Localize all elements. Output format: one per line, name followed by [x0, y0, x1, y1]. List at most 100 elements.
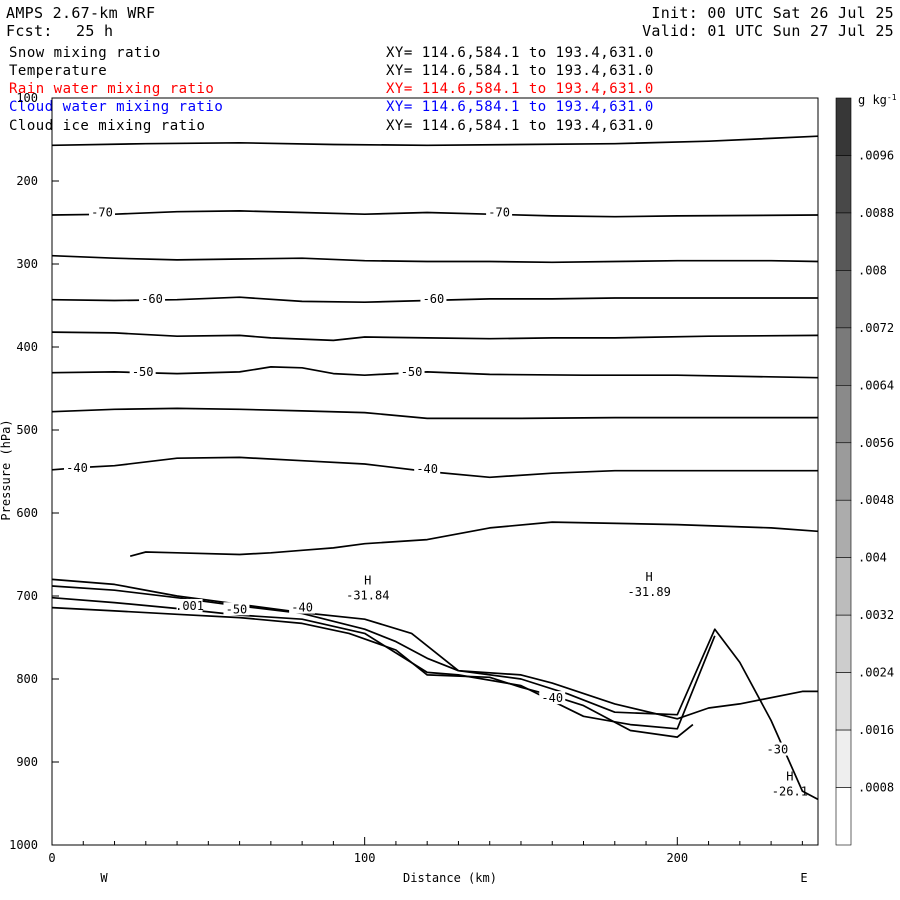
contour-label-bg — [486, 205, 513, 219]
colorbar-box — [835, 499, 852, 558]
contour-label: -40 — [416, 462, 438, 476]
colorbar-box — [835, 787, 852, 846]
colorbar-label: .0064 — [858, 378, 894, 392]
contour-label-bg — [398, 364, 425, 378]
colorbar: g kg-1 .0096 .0088 .008 .0072 .0064 .0056 .0048… — [835, 93, 897, 846]
y-tick-label: 600 — [16, 506, 38, 520]
contour-label-bg — [420, 291, 447, 305]
contour-label-bg — [289, 600, 316, 614]
colorbar-box — [835, 442, 852, 501]
field-name-cloud-ice: Cloud ice mixing ratio — [9, 118, 206, 134]
contour-label: -40 — [291, 601, 313, 615]
colorbar-label: .0056 — [858, 436, 894, 450]
y-tick-label: 900 — [16, 755, 38, 769]
direction-west: W — [100, 871, 108, 885]
field-xy-snow: XY= 114.6,584.1 to 193.4,631.0 — [386, 45, 654, 61]
y-axis-title: Pressure (hPa) — [0, 419, 13, 520]
isotherm-line — [51, 578, 818, 720]
model-title: AMPS 2.67-km WRF — [6, 4, 156, 22]
contour-label: -70 — [488, 206, 510, 220]
contour-label: -60 — [141, 292, 163, 306]
extreme-symbol: H — [786, 769, 793, 783]
colorbar-box — [835, 97, 852, 156]
field-xy-cloud-ice: XY= 114.6,584.1 to 193.4,631.0 — [386, 118, 654, 134]
contour-label-bg — [89, 205, 116, 219]
colorbar-label: .0088 — [858, 206, 894, 220]
x-axis-title: Distance (km) — [403, 871, 497, 885]
extreme-value: -26.1 — [772, 784, 808, 798]
plot-frame — [51, 97, 819, 846]
colorbar-label: .0016 — [858, 723, 894, 737]
colorbar-box — [835, 155, 852, 214]
colorbar-unit: g kg-1 — [858, 93, 897, 107]
colorbar-label: .0048 — [858, 493, 894, 507]
field-xy-cloud-water: XY= 114.6,584.1 to 193.4,631.0 — [386, 99, 654, 115]
field-xy-temperature: XY= 114.6,584.1 to 193.4,631.0 — [386, 63, 654, 79]
extreme-symbol: H — [646, 570, 653, 584]
colorbar-label: .008 — [858, 263, 887, 277]
colorbar-box — [835, 212, 852, 271]
init-time: Init: 00 UTC Sat 26 Jul 25 — [651, 4, 894, 22]
contour-label-bg — [129, 364, 156, 378]
isotherm-line — [51, 331, 819, 342]
contour-label: -60 — [423, 292, 445, 306]
field-name-temperature: Temperature — [9, 63, 108, 79]
field-name-rain: Rain water mixing ratio — [9, 81, 215, 97]
colorbar-box — [835, 270, 852, 329]
isotherm-line — [129, 521, 819, 558]
y-tick-label: 100 — [16, 91, 38, 105]
colorbar-box — [835, 557, 852, 616]
field-name-cloud-water: Cloud water mixing ratio — [9, 99, 224, 115]
y-tick-label: 800 — [16, 672, 38, 686]
y-tick-label: 500 — [16, 423, 38, 437]
field-xy-rain: XY= 114.6,584.1 to 193.4,631.0 — [386, 81, 654, 97]
contour-label: -30 — [767, 743, 789, 757]
contour-label: -40 — [66, 461, 88, 475]
isotherm-line — [51, 596, 716, 730]
contour-label: -50 — [226, 602, 248, 616]
colorbar-label: .0072 — [858, 321, 894, 335]
forecast-label: Fcst: — [6, 22, 53, 40]
y-tick-label: 200 — [16, 174, 38, 188]
contour-labels: -70 -70 -60 -60 -50 -50 -40 -40 -40 -40 -50 .001 -30… — [64, 205, 808, 798]
contour-label: -50 — [132, 365, 154, 379]
y-tick-label: 400 — [16, 340, 38, 354]
colorbar-label: .0024 — [858, 666, 894, 680]
colorbar-box — [835, 729, 852, 788]
direction-east: E — [800, 871, 807, 885]
valid-time: Valid: 01 UTC Sun 27 Jul 25 — [642, 22, 894, 40]
isotherm-line — [51, 606, 694, 738]
isotherm-line — [51, 296, 818, 304]
colorbar-box — [835, 327, 852, 386]
plot-axes: 100 200 300 400 500 600 700 800 900 1000 0 100 200 — [9, 91, 819, 865]
colorbar-box — [835, 614, 852, 673]
isotherm-line — [51, 456, 818, 479]
contour-label-bg — [64, 461, 91, 475]
contour-label: -50 — [401, 365, 423, 379]
contour-label: -40 — [541, 691, 563, 705]
contour-label-bg — [176, 598, 203, 612]
colorbar-box — [835, 672, 852, 731]
field-name-snow: Snow mixing ratio — [9, 45, 161, 61]
contour-label-bg — [139, 291, 166, 305]
isotherm-line — [51, 585, 819, 801]
forecast-hour: 25 h — [76, 22, 114, 40]
y-tick-label: 1000 — [9, 838, 38, 852]
colorbar-label: .0008 — [858, 781, 894, 795]
isotherm-line — [51, 366, 819, 379]
extreme-value: -31.84 — [346, 588, 389, 602]
x-tick-label: 100 — [354, 851, 376, 865]
colorbar-box — [835, 385, 852, 444]
isotherm-line — [51, 407, 818, 420]
isotherm-line — [51, 210, 819, 218]
isotherm-line — [51, 254, 819, 264]
isotherm-line — [51, 135, 819, 147]
colorbar-label: .0032 — [858, 608, 894, 622]
contour-label: .001 — [175, 599, 204, 613]
x-tick-label: 200 — [666, 851, 688, 865]
extreme-value: -31.89 — [627, 585, 670, 599]
colorbar-label: .0096 — [858, 148, 894, 162]
contour-label-bg — [223, 602, 250, 616]
contour-label-bg — [539, 691, 566, 705]
